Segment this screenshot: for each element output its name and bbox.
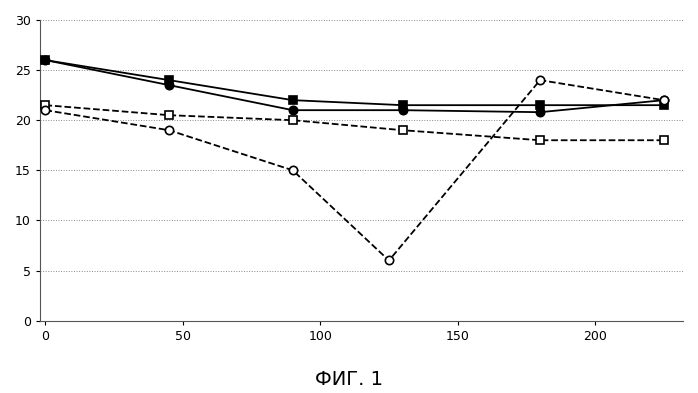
Text: ФИГ. 1: ФИГ. 1 bbox=[315, 370, 383, 389]
